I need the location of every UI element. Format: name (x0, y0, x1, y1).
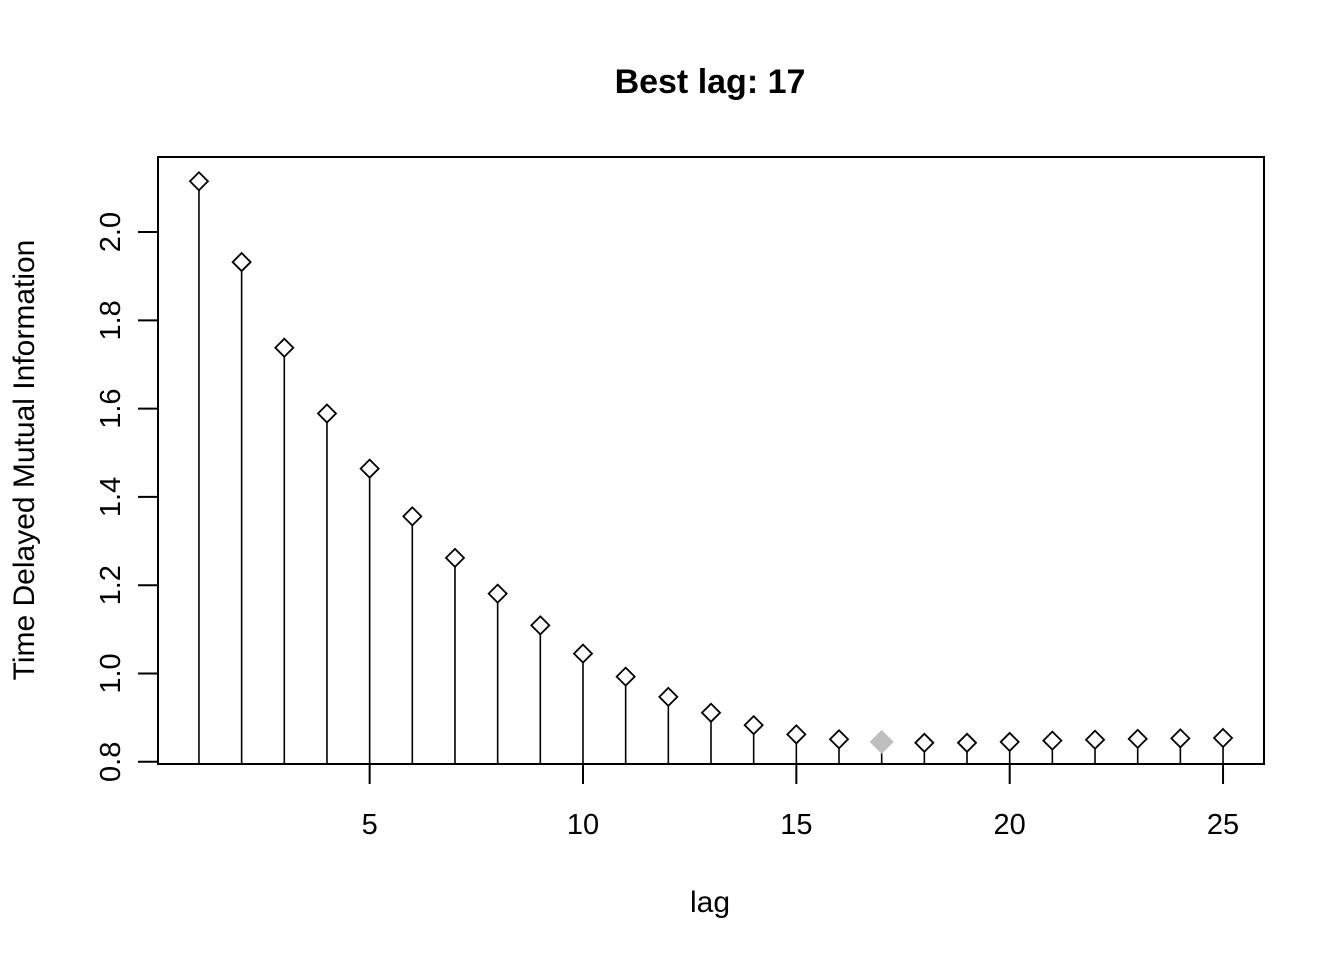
y-tick-label: 0.8 (95, 742, 127, 782)
data-point (444, 547, 466, 569)
x-axis-label: lag (690, 886, 730, 919)
data-point (999, 731, 1020, 753)
y-tick-label: 1.2 (95, 565, 127, 605)
y-tick-label: 1.8 (95, 300, 127, 340)
data-point (572, 643, 594, 664)
data-point (1084, 729, 1106, 750)
data-point (956, 732, 978, 754)
data-point (743, 714, 764, 736)
data-points (188, 171, 1234, 754)
y-tick-label: 1.6 (95, 388, 127, 428)
data-point (658, 686, 679, 708)
y-axis: 0.8 1.0 1.2 1.4 1.6 1.8 2.0 (95, 212, 159, 782)
x-tick-label: 20 (994, 809, 1026, 841)
data-point (1127, 728, 1148, 750)
y-axis-label: Time Delayed Mutual Information (8, 240, 41, 681)
data-point (914, 732, 935, 754)
data-point (700, 702, 722, 724)
data-point (402, 506, 423, 527)
y-tick-label: 1.0 (95, 653, 127, 693)
x-tick-label: 25 (1207, 809, 1239, 841)
chart-title: Best lag: 17 (615, 63, 806, 101)
data-point (1170, 728, 1191, 749)
data-point (487, 583, 508, 604)
x-tick-label: 5 (362, 809, 378, 841)
y-tick-label: 2.0 (95, 212, 127, 252)
x-tick-label: 10 (567, 809, 599, 841)
x-axis: 5 10 15 20 25 (362, 763, 1239, 841)
data-point (828, 729, 850, 750)
data-point (1212, 727, 1234, 749)
data-point (1042, 730, 1063, 751)
drop-lines (198, 181, 1224, 764)
data-point (359, 458, 380, 479)
data-point (274, 337, 295, 358)
data-point (615, 666, 636, 687)
x-tick-label: 15 (780, 809, 812, 841)
data-point (786, 724, 807, 745)
plot-frame (157, 156, 1265, 765)
best-lag-point (869, 729, 894, 754)
data-point (530, 615, 551, 636)
data-point (188, 171, 210, 192)
y-tick-label: 1.4 (95, 477, 127, 517)
data-point (231, 251, 252, 273)
data-point (316, 403, 338, 424)
